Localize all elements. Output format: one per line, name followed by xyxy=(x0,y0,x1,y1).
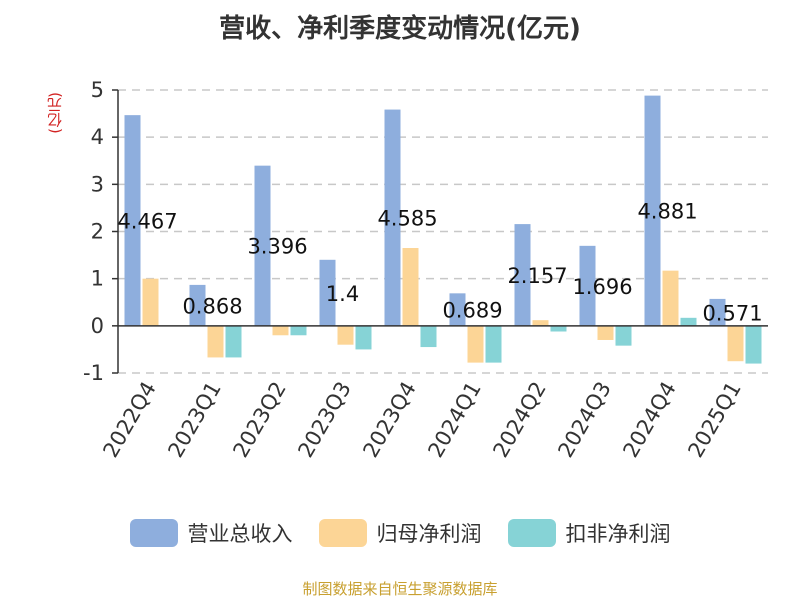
bar-net-profit xyxy=(662,270,679,326)
x-tick-label: 2024Q1 xyxy=(423,378,485,462)
bar-net-profit xyxy=(532,320,549,326)
source-note: 制图数据来自恒生聚源数据库 xyxy=(302,580,498,598)
x-tick-label: 2022Q4 xyxy=(98,378,160,462)
bar-deducted-net-profit xyxy=(745,325,762,364)
y-tick-label: 0 xyxy=(91,314,104,338)
bar-revenue xyxy=(514,224,531,326)
y-tick-label: 4 xyxy=(91,125,104,149)
y-tick-label: 3 xyxy=(91,172,104,196)
legend-item-net-profit[interactable]: 归母净利润 xyxy=(318,518,482,548)
bar-net-profit xyxy=(402,248,419,326)
bar-deducted-net-profit xyxy=(485,325,502,363)
x-tick-label: 2024Q3 xyxy=(553,378,615,462)
bar-net-profit xyxy=(597,325,614,340)
legend-item-deducted-net-profit[interactable]: 扣非净利润 xyxy=(507,518,671,548)
y-tick-label: -1 xyxy=(83,361,104,385)
legend-label-deducted-net-profit: 扣非净利润 xyxy=(565,522,671,546)
x-tick-label: 2023Q3 xyxy=(293,378,355,462)
bar-revenue xyxy=(449,293,466,326)
y-tick-label: 5 xyxy=(91,78,104,102)
bar-net-profit xyxy=(142,278,159,326)
bar-revenue xyxy=(124,115,141,326)
bar-net-profit xyxy=(337,325,354,345)
bar-revenue xyxy=(579,245,596,326)
bar-deducted-net-profit xyxy=(355,325,372,350)
bar-revenue xyxy=(254,165,271,326)
data-label: 4.467 xyxy=(117,209,177,233)
data-label: 4.585 xyxy=(377,207,437,231)
x-tick-label: 2025Q1 xyxy=(683,378,745,462)
bar-net-profit xyxy=(467,325,484,363)
chart-title: 营收、净利季度变动情况(亿元) xyxy=(219,14,581,44)
bar-revenue xyxy=(319,259,336,326)
bar-deducted-net-profit xyxy=(420,325,437,348)
y-tick-label: 1 xyxy=(91,267,104,291)
x-tick-label: 2023Q4 xyxy=(358,378,420,462)
bar-deducted-net-profit xyxy=(225,325,242,358)
data-label: 0.868 xyxy=(182,294,242,318)
bar-deducted-net-profit xyxy=(615,325,632,346)
bar-deducted-net-profit xyxy=(550,325,567,332)
bar-net-profit xyxy=(727,325,744,362)
legend-swatch-net-profit xyxy=(318,519,367,547)
data-label: 0.571 xyxy=(702,301,762,325)
bar-revenue xyxy=(384,109,401,326)
data-label: 1.696 xyxy=(572,275,632,299)
bar-net-profit xyxy=(207,325,224,358)
x-tick-label: 2023Q2 xyxy=(228,378,290,462)
bar-deducted-net-profit xyxy=(290,325,307,336)
data-label: 4.881 xyxy=(637,200,697,224)
legend-swatch-deducted-net-profit xyxy=(507,519,556,547)
data-label: 0.689 xyxy=(442,299,502,323)
y-tick-label: 2 xyxy=(91,220,104,244)
legend-label-revenue: 营业总收入 xyxy=(187,522,293,546)
legend: 营业总收入 归母净利润 扣非净利润 xyxy=(0,518,800,548)
data-label: 3.396 xyxy=(247,235,307,259)
x-tick-label: 2024Q2 xyxy=(488,378,550,462)
data-label: 2.157 xyxy=(507,264,567,288)
x-tick-label: 2024Q4 xyxy=(618,378,680,462)
legend-item-revenue[interactable]: 营业总收入 xyxy=(129,518,293,548)
bar-revenue xyxy=(644,95,661,326)
legend-swatch-revenue xyxy=(129,519,178,547)
legend-label-net-profit: 归母净利润 xyxy=(376,522,482,546)
bar-revenue xyxy=(709,298,726,326)
x-tick-label: 2023Q1 xyxy=(163,378,225,462)
bar-net-profit xyxy=(272,325,289,336)
bar-revenue xyxy=(189,284,206,326)
data-label: 1.4 xyxy=(326,282,359,306)
bar-deducted-net-profit xyxy=(680,317,697,326)
